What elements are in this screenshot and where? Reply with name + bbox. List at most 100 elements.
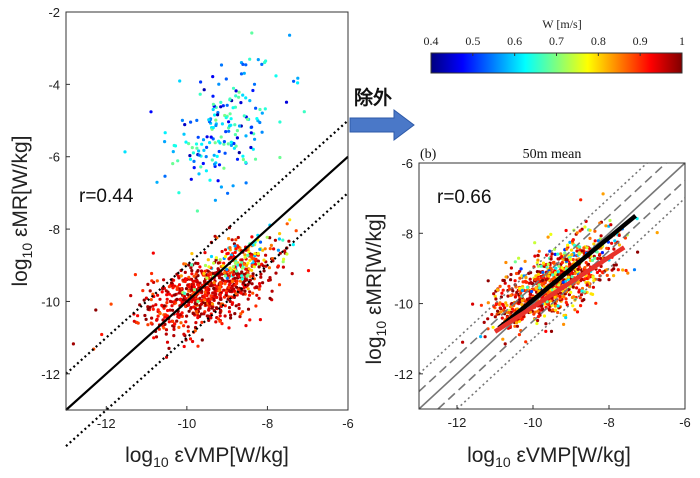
data-point bbox=[517, 256, 521, 260]
data-point bbox=[578, 245, 582, 249]
data-point bbox=[146, 307, 150, 311]
data-point bbox=[133, 273, 137, 277]
data-point bbox=[262, 258, 266, 262]
data-point bbox=[207, 308, 211, 312]
data-point bbox=[234, 247, 238, 251]
data-point bbox=[232, 141, 236, 146]
data-point bbox=[556, 270, 560, 274]
data-point bbox=[548, 249, 552, 253]
data-point bbox=[214, 320, 218, 324]
data-point bbox=[540, 282, 544, 286]
data-point bbox=[179, 321, 183, 325]
data-point bbox=[148, 305, 152, 309]
data-point bbox=[498, 306, 502, 310]
data-point bbox=[604, 224, 608, 228]
data-point bbox=[575, 286, 579, 290]
data-point bbox=[229, 140, 233, 144]
data-point bbox=[164, 332, 168, 336]
data-point bbox=[220, 272, 224, 276]
data-point bbox=[211, 102, 215, 106]
data-point bbox=[246, 307, 251, 311]
data-point bbox=[238, 315, 242, 319]
data-point bbox=[545, 300, 549, 304]
data-point bbox=[529, 281, 533, 285]
data-point bbox=[190, 263, 194, 267]
data-point bbox=[237, 274, 241, 279]
data-point bbox=[579, 304, 583, 308]
data-point bbox=[187, 309, 191, 313]
data-point bbox=[503, 342, 507, 346]
data-point bbox=[546, 262, 550, 266]
data-point bbox=[219, 105, 223, 109]
data-point bbox=[262, 269, 266, 273]
data-point bbox=[210, 158, 214, 162]
right-panel-label: (b) bbox=[420, 147, 437, 162]
data-point bbox=[250, 268, 254, 272]
data-point bbox=[195, 146, 199, 150]
data-point bbox=[197, 149, 201, 153]
data-point bbox=[191, 151, 195, 155]
data-point bbox=[551, 308, 555, 312]
data-point bbox=[243, 253, 247, 257]
data-point bbox=[302, 110, 306, 114]
data-point bbox=[503, 306, 507, 310]
data-point bbox=[566, 275, 571, 279]
exclusion-arrow: 除外 bbox=[349, 86, 415, 141]
data-point bbox=[199, 312, 204, 316]
data-point bbox=[233, 276, 237, 280]
data-point bbox=[189, 177, 193, 181]
data-point bbox=[191, 339, 195, 344]
data-point bbox=[230, 238, 234, 242]
data-point bbox=[239, 291, 243, 295]
data-point bbox=[211, 94, 215, 98]
data-point bbox=[235, 157, 240, 161]
data-point bbox=[188, 157, 193, 161]
y-tick-label: -6 bbox=[48, 150, 60, 165]
data-point bbox=[505, 303, 509, 307]
data-point bbox=[507, 284, 511, 288]
data-point bbox=[537, 249, 541, 253]
data-point bbox=[632, 268, 637, 272]
data-point bbox=[167, 285, 171, 289]
data-point bbox=[251, 291, 255, 295]
data-point bbox=[524, 340, 528, 344]
data-point bbox=[576, 267, 580, 271]
data-point bbox=[223, 304, 227, 308]
data-point bbox=[260, 130, 264, 134]
data-point bbox=[509, 278, 513, 282]
data-point bbox=[199, 165, 203, 169]
data-point bbox=[562, 322, 566, 326]
data-point bbox=[502, 278, 506, 283]
data-point bbox=[206, 258, 210, 262]
data-point bbox=[173, 293, 177, 297]
data-point bbox=[180, 311, 184, 315]
x-tick-label: -8 bbox=[262, 416, 274, 431]
data-point bbox=[230, 302, 234, 306]
data-point bbox=[535, 261, 539, 265]
data-point bbox=[216, 267, 220, 271]
data-point bbox=[214, 118, 218, 122]
data-point bbox=[190, 288, 194, 292]
data-point bbox=[218, 314, 222, 318]
data-point bbox=[245, 264, 249, 268]
data-point bbox=[496, 309, 500, 313]
data-point bbox=[225, 267, 229, 272]
data-point bbox=[228, 266, 232, 270]
data-point bbox=[234, 94, 238, 98]
data-point bbox=[231, 184, 235, 188]
data-point bbox=[238, 263, 242, 267]
data-point bbox=[536, 258, 540, 262]
data-point bbox=[257, 262, 261, 266]
data-point bbox=[617, 233, 621, 237]
data-point bbox=[518, 286, 522, 290]
data-point bbox=[222, 261, 226, 265]
data-point bbox=[538, 270, 542, 274]
left-y-axis-label: log10 εMR[W/kg] bbox=[9, 136, 35, 287]
data-point bbox=[506, 294, 510, 298]
data-point bbox=[100, 332, 104, 337]
data-point bbox=[268, 296, 272, 300]
data-point bbox=[509, 310, 513, 314]
data-point bbox=[500, 291, 504, 295]
data-point bbox=[233, 250, 237, 255]
data-point bbox=[252, 82, 257, 86]
